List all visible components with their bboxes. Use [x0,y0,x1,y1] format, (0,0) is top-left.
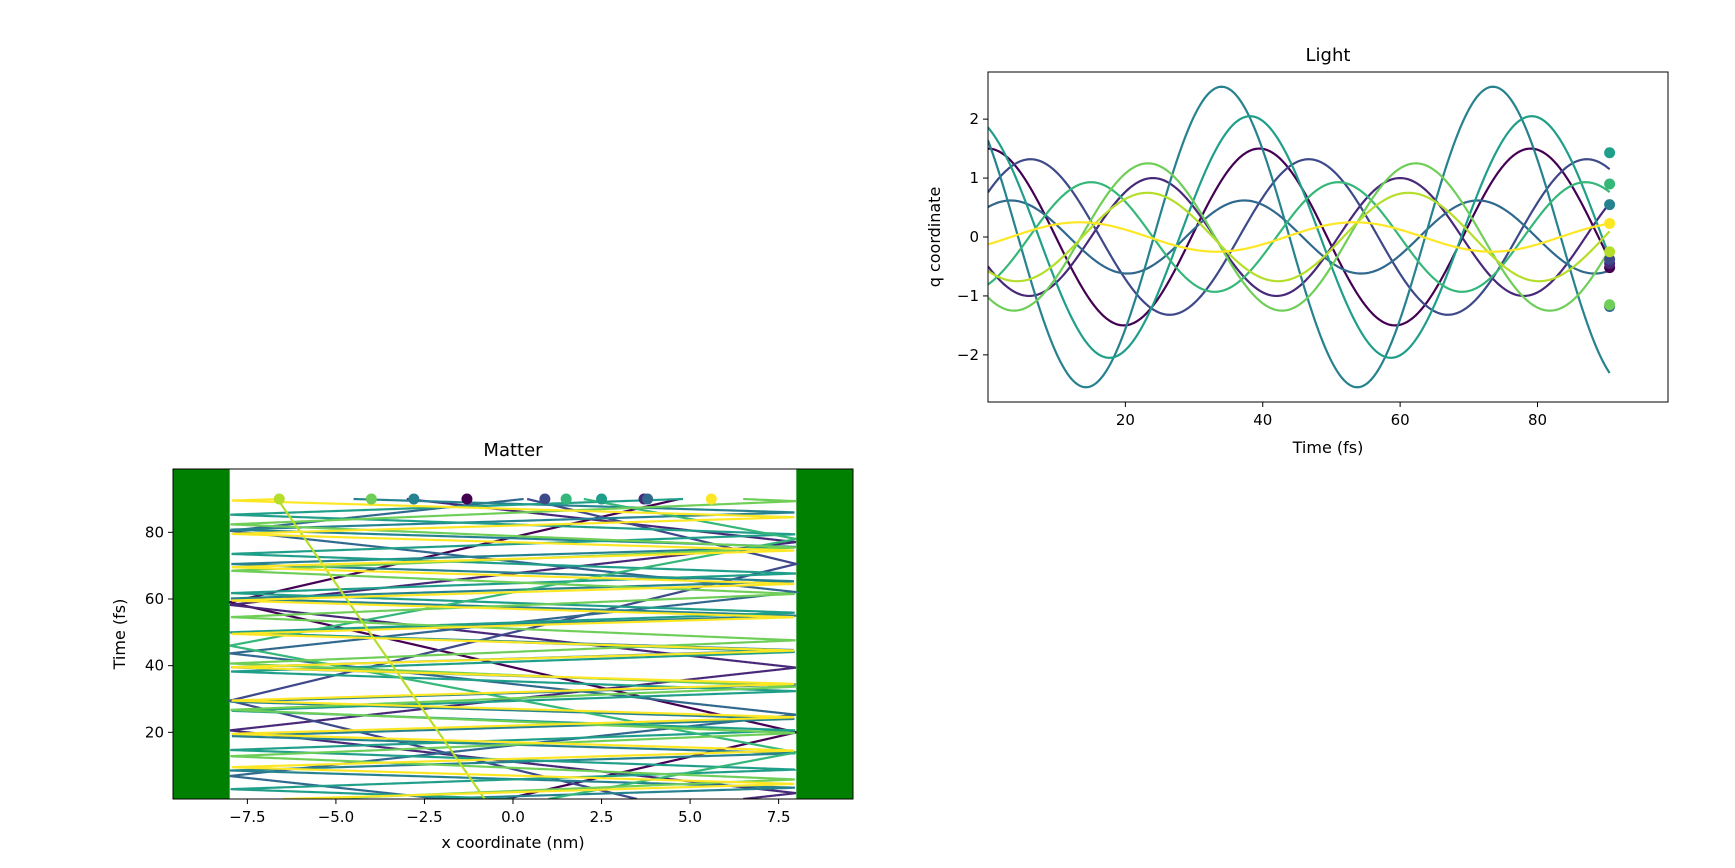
matter-x-tick-label: 7.5 [767,808,791,826]
light-y-tick-label: −2 [957,346,979,364]
matter-panel: Matter −7.5 −5.0 −2.5 0.0 2.5 5.0 7.5 20 40 60 80… [110,440,854,852]
matter-endpoint-5 [596,493,608,505]
matter-y-tick-label: 60 [145,590,164,608]
matter-x-tick-label: −2.5 [406,808,442,826]
matter-wall-0 [173,469,230,799]
matter-y-axis-label: Time (fs) [110,599,129,671]
light-endpoint-7 [1604,299,1616,311]
matter-endpoint-2 [539,493,551,505]
matter-x-ticks: −7.5 −5.0 −2.5 0.0 2.5 5.0 7.5 [229,799,791,826]
light-x-tick-label: 60 [1391,411,1410,429]
matter-x-tick-label: 5.0 [678,808,702,826]
matter-endpoint-6 [560,493,572,505]
matter-walls [173,469,853,799]
light-chart-title: Light [1306,45,1351,66]
light-y-tick-label: 1 [969,169,979,187]
light-y-tick-label: 0 [969,228,979,246]
light-endpoint-6 [1604,178,1616,190]
matter-endpoint-4 [408,493,420,505]
matter-x-tick-label: −5.0 [318,808,354,826]
matter-endpoint-9 [705,493,717,505]
light-series-line-5 [988,115,1611,359]
light-y-tick-label: −1 [957,287,979,305]
matter-endpoint-7 [365,493,377,505]
light-endpoint-4 [1604,199,1616,211]
light-y-axis-label: q coordinate [925,187,944,288]
matter-y-tick-label: 20 [145,723,164,741]
matter-y-tick-label: 40 [145,657,164,675]
light-x-axis-label: Time (fs) [1292,438,1364,457]
light-x-ticks: 20 40 60 80 [1116,402,1547,429]
light-series-line-1 [988,176,1611,298]
matter-wall-1 [796,469,853,799]
light-series-line-9 [988,221,1610,253]
light-y-ticks: −2 −1 0 1 2 [957,110,988,364]
light-series-line-6 [988,181,1611,293]
matter-x-tick-label: 0.0 [501,808,525,826]
matter-endpoint-3 [642,493,654,505]
matter-chart-title: Matter [483,440,543,461]
matter-x-axis-label: x coordinate (nm) [441,833,584,852]
light-series-line-7 [988,162,1611,312]
light-series-group [988,85,1611,389]
matter-series-line-8 [276,498,486,799]
light-x-tick-label: 80 [1528,411,1547,429]
light-endpoint-2 [1604,253,1616,265]
light-endpoint-8 [1604,246,1616,258]
light-panel: Light 20 40 60 80 −2 −1 0 1 2 Time (fs) q coord… [925,45,1669,457]
light-y-tick-label: 2 [969,110,979,128]
light-endpoint-5 [1604,147,1616,159]
light-endpoint-9 [1604,217,1616,229]
light-series-line-4 [988,85,1611,389]
matter-y-ticks: 20 40 60 80 [145,523,173,741]
matter-endpoint-8 [273,493,285,505]
matter-endpoint-group [273,493,717,505]
light-series-line-8 [988,191,1611,283]
light-x-tick-label: 20 [1116,411,1135,429]
matter-series-line-9 [231,497,795,799]
matter-x-tick-label: −7.5 [229,808,265,826]
light-x-tick-label: 40 [1253,411,1272,429]
light-endpoint-group [1604,147,1616,313]
matter-series-group [226,497,800,799]
matter-endpoint-0 [461,493,473,505]
matter-y-tick-label: 80 [145,523,164,541]
matter-x-tick-label: 2.5 [590,808,614,826]
